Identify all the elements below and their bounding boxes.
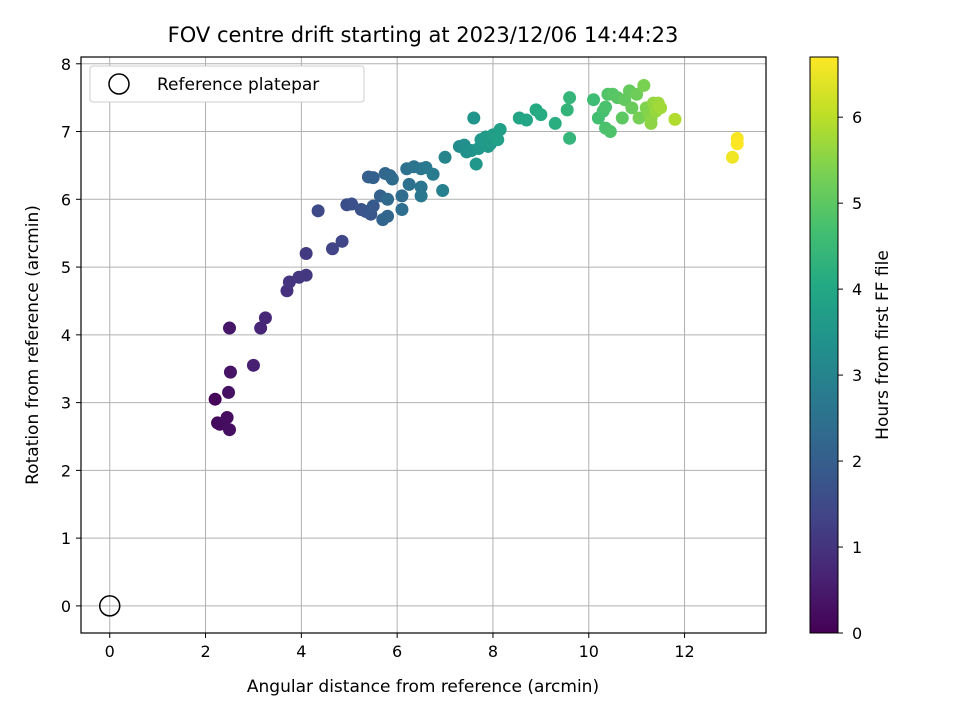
data-point (222, 321, 236, 335)
x-axis-label: Angular distance from reference (arcmin) (247, 677, 599, 697)
colorbar-tick-label: 2 (852, 452, 862, 471)
data-point (220, 411, 234, 425)
x-tick-label: 12 (674, 642, 694, 661)
data-point (548, 116, 562, 130)
data-point (335, 234, 349, 248)
data-point (282, 275, 296, 289)
data-point (222, 385, 236, 399)
data-point (258, 311, 272, 325)
legend-box (89, 65, 365, 103)
data-point (426, 167, 440, 181)
colorbar-tick-label: 1 (852, 538, 862, 557)
data-point (299, 247, 313, 261)
x-tick-label: 6 (392, 642, 402, 661)
y-tick-label: 1 (61, 529, 71, 548)
x-tick-label: 2 (200, 642, 210, 661)
data-point (223, 365, 237, 379)
x-tick-label: 8 (488, 642, 498, 661)
y-axis-ticks: 0 1 2 3 4 5 6 7 8 (61, 55, 81, 616)
data-point (381, 192, 395, 206)
data-point (222, 423, 236, 437)
grid-lines (81, 57, 766, 633)
data-point (587, 93, 601, 107)
colorbar-tick-label: 3 (852, 366, 862, 385)
colorbar-gradient (809, 56, 839, 634)
data-point (630, 87, 644, 101)
data-point (668, 112, 682, 126)
data-point (615, 111, 629, 125)
plot-frame (80, 56, 767, 634)
data-point (560, 103, 574, 117)
data-point (637, 78, 651, 92)
data-point (493, 123, 507, 137)
data-point (311, 204, 325, 218)
data-points (208, 78, 744, 437)
colorbar-ticks: 0 1 2 3 4 5 6 (838, 108, 862, 643)
legend: Reference platepar (89, 65, 365, 103)
data-point (603, 125, 617, 139)
y-tick-label: 4 (61, 326, 71, 345)
data-point (599, 100, 613, 114)
y-tick-label: 0 (61, 597, 71, 616)
data-point (563, 131, 577, 145)
chart-title: FOV centre drift starting at 2023/12/06 … (168, 23, 679, 47)
data-point (254, 321, 268, 335)
data-point (625, 101, 639, 115)
data-point (402, 177, 416, 191)
y-tick-label: 3 (61, 394, 71, 413)
data-point (438, 150, 452, 164)
data-point (345, 197, 359, 211)
reference-platepar-marker (98, 595, 121, 617)
x-axis-ticks: 0 2 4 6 8 10 12 (105, 633, 695, 661)
data-point (366, 171, 380, 185)
y-tick-label: 8 (61, 55, 71, 74)
legend-entry-reference: Reference platepar (157, 75, 319, 95)
data-point (395, 189, 409, 203)
legend-marker (108, 73, 130, 95)
x-tick-label: 10 (579, 642, 599, 661)
data-point (469, 157, 483, 171)
data-point (467, 111, 481, 125)
data-point (491, 133, 505, 147)
y-tick-label: 5 (61, 258, 71, 277)
colorbar-tick-label: 5 (852, 194, 862, 213)
data-point (395, 202, 409, 216)
y-axis-label: Rotation from reference (arcmin) (23, 205, 43, 485)
y-tick-label: 2 (61, 461, 71, 480)
data-point (436, 183, 450, 197)
colorbar: 0 1 2 3 4 5 6 Hours from first FF file (809, 56, 893, 643)
data-point (208, 392, 222, 406)
data-point (325, 242, 339, 256)
data-point (654, 101, 668, 115)
data-point (534, 108, 548, 122)
data-point (725, 150, 739, 164)
data-point (366, 199, 380, 213)
colorbar-tick-label: 6 (852, 108, 862, 127)
colorbar-tick-label: 0 (852, 624, 862, 643)
colorbar-label: Hours from first FF file (873, 250, 893, 440)
colorbar-tick-label: 4 (852, 280, 862, 299)
data-point (385, 172, 399, 186)
x-tick-label: 4 (296, 642, 306, 661)
data-point (519, 113, 533, 127)
data-point (644, 116, 658, 130)
data-point (414, 189, 428, 203)
data-point (730, 137, 744, 151)
y-tick-label: 6 (61, 190, 71, 209)
data-point (381, 209, 395, 223)
y-tick-label: 7 (61, 123, 71, 142)
data-point (563, 91, 577, 105)
data-point (299, 268, 313, 282)
x-tick-label: 0 (105, 642, 115, 661)
data-point (246, 358, 260, 372)
